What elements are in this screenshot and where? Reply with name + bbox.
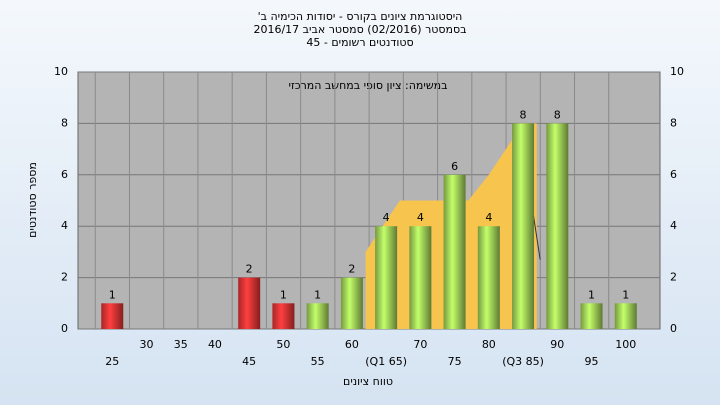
- y-tick-label: 10: [54, 65, 68, 78]
- value-label: 2: [348, 263, 355, 276]
- x-tick-label: 75: [448, 355, 462, 368]
- x-tick-label: 35: [174, 338, 188, 351]
- y2-tick-label: 2: [670, 271, 677, 284]
- bar: [546, 123, 569, 330]
- value-label: 1: [314, 288, 321, 301]
- value-label: 8: [520, 108, 527, 121]
- bar: [614, 303, 637, 329]
- bar: [375, 226, 398, 329]
- bar: [272, 303, 295, 329]
- x-tick-label: 95: [585, 355, 599, 368]
- x-tick-label: 70: [413, 338, 427, 351]
- y2-tick-label: 4: [670, 219, 677, 232]
- y2-tick-label: 10: [670, 65, 684, 78]
- chart-subtitle: סטודנטים רשומים - 45: [306, 36, 413, 49]
- chart-subtitle: בסמסטר (02/2016) סמסטר אביב 2016/17: [253, 23, 466, 36]
- x-tick-label: 80: [482, 338, 496, 351]
- y-tick-label: 8: [61, 116, 68, 129]
- x-tick-label: 30: [139, 338, 153, 351]
- bar: [101, 303, 124, 329]
- value-label: 1: [109, 288, 116, 301]
- bar: [443, 174, 466, 329]
- value-label: 4: [417, 211, 424, 224]
- value-label: 6: [451, 160, 458, 173]
- x-tick-label: 55: [311, 355, 325, 368]
- chart-title: היסטוגרמת ציונים בקורס - יסודות הכימיה ב…: [258, 10, 463, 23]
- y2-tick-label: 0: [670, 322, 677, 335]
- value-label: 1: [280, 288, 287, 301]
- y-tick-label: 0: [61, 322, 68, 335]
- value-label: 4: [485, 211, 492, 224]
- x-tick-label: 50: [276, 338, 290, 351]
- annotation: במשימה: ציון סופי במחשב המרכזי: [288, 79, 447, 92]
- bar: [238, 277, 261, 329]
- x-tick-label: 90: [550, 338, 564, 351]
- x-tick-label: 40: [208, 338, 222, 351]
- value-label: 2: [246, 263, 253, 276]
- bar: [580, 303, 603, 329]
- x-tick-label: (Q3 85): [502, 355, 544, 368]
- x-axis-label: טווח ציונים: [343, 375, 393, 388]
- x-tick-label: 100: [615, 338, 636, 351]
- y-axis-label: מספר סטודנטים: [26, 162, 39, 238]
- bar: [409, 226, 432, 329]
- bar: [340, 277, 363, 329]
- value-label: 8: [554, 108, 561, 121]
- x-tick-label: (Q1 65): [365, 355, 407, 368]
- y-tick-label: 2: [61, 271, 68, 284]
- bar: [512, 123, 535, 330]
- value-label: 4: [383, 211, 390, 224]
- value-label: 1: [588, 288, 595, 301]
- x-tick-label: 45: [242, 355, 256, 368]
- value-label: 1: [622, 288, 629, 301]
- y-tick-label: 4: [61, 219, 68, 232]
- bar: [306, 303, 329, 329]
- x-tick-label: 60: [345, 338, 359, 351]
- y2-tick-label: 6: [670, 168, 677, 181]
- x-tick-label: 25: [105, 355, 119, 368]
- y2-tick-label: 8: [670, 116, 677, 129]
- y-tick-label: 6: [61, 168, 68, 181]
- bar: [477, 226, 500, 329]
